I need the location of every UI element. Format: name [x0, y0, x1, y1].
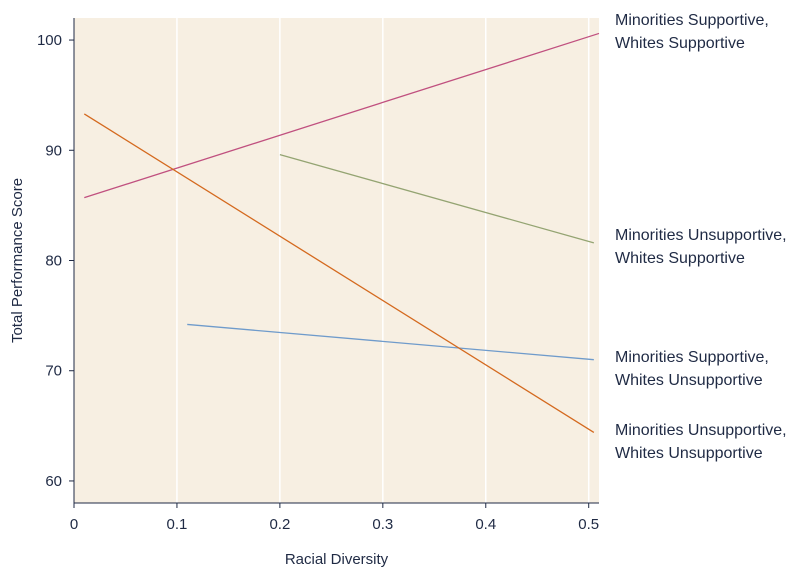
x-tick-label: 0.3	[372, 516, 393, 533]
y-tick-label: 70	[45, 363, 62, 380]
x-axis-title: Racial Diversity	[285, 551, 389, 568]
plot-background	[74, 18, 599, 503]
series-label: Minorities Unsupportive, Whites Unsupport…	[615, 422, 787, 462]
x-tick-label: 0.5	[578, 516, 599, 533]
gridlines	[176, 18, 590, 503]
x-tick-label: 0	[70, 516, 78, 533]
series-lines	[83, 32, 600, 434]
series-label: Minorities Unsupportive, Whites Supportiv…	[615, 227, 787, 267]
x-tick-label: 0.4	[475, 516, 496, 533]
y-axis-title: Total Performance Score	[9, 178, 26, 343]
series-label: Minorities Supportive, Whites Unsupportiv…	[615, 349, 769, 389]
y-tick-label: 100	[37, 32, 62, 49]
series-label-line: Whites Supportive	[615, 35, 745, 52]
series-labels: Minorities Supportive, Whites SupportiveM…	[615, 12, 787, 462]
x-tick-label: 0.1	[167, 516, 188, 533]
series-line	[83, 113, 595, 434]
y-tick-label: 60	[45, 473, 62, 490]
series-line	[279, 154, 595, 244]
series-label-line: Whites Unsupportive	[615, 372, 763, 389]
y-axis-ticks: 60 70 80 90 100	[37, 32, 74, 490]
series-label-line: Whites Unsupportive	[615, 445, 763, 462]
y-tick-label: 90	[45, 142, 62, 159]
x-tick-label: 0.2	[269, 516, 290, 533]
series-line	[84, 32, 600, 199]
series-label: Minorities Supportive, Whites Supportive	[615, 12, 769, 52]
x-axis-ticks: 0 0.1 0.2 0.3 0.4 0.5	[70, 503, 599, 533]
series-label-line: Minorities Unsupportive,	[615, 227, 787, 244]
series-label-line: Minorities Supportive,	[615, 349, 769, 366]
series-line	[187, 323, 594, 361]
series-label-line: Minorities Supportive,	[615, 12, 769, 29]
series-label-line: Whites Supportive	[615, 250, 745, 267]
series-label-line: Minorities Unsupportive,	[615, 422, 787, 439]
y-tick-label: 80	[45, 253, 62, 270]
